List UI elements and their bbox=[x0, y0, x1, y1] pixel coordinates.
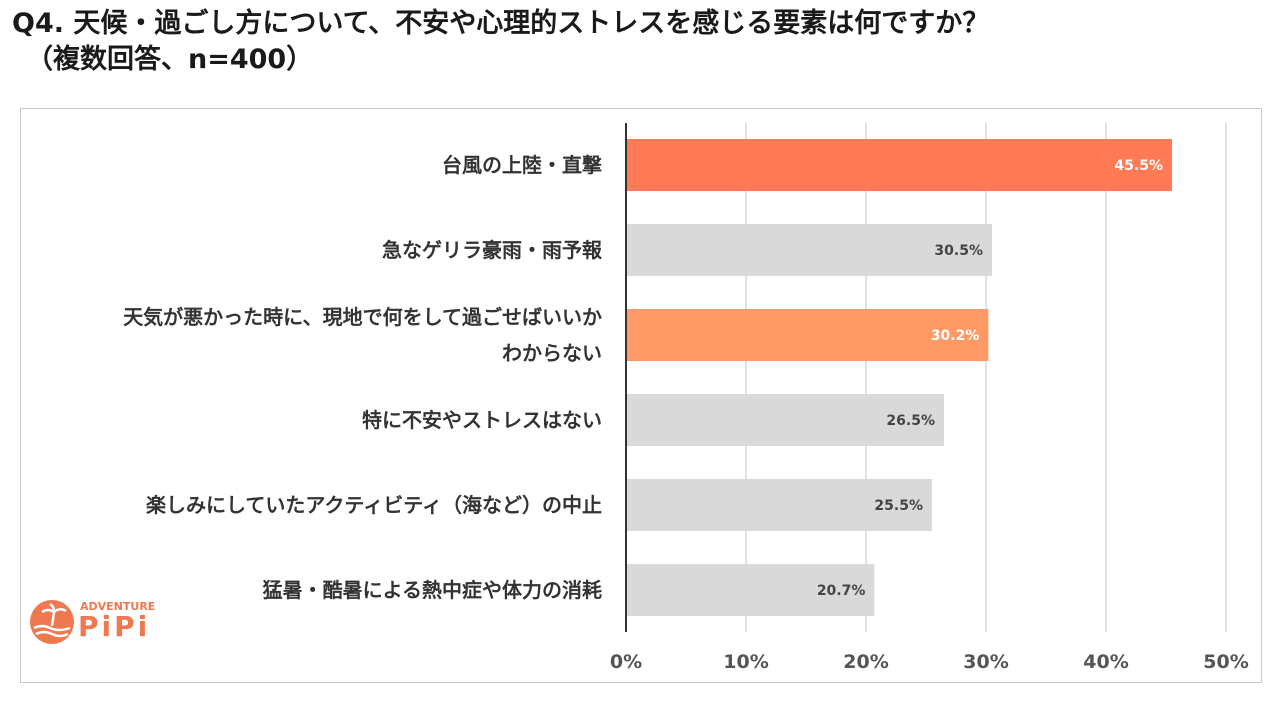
bar bbox=[626, 309, 989, 361]
data-label: 25.5% bbox=[874, 498, 923, 514]
chart-title-line1: Q4. 天候・過ごし方について、不安や心理的ストレスを感じる要素は何ですか？ bbox=[12, 8, 990, 39]
chart-frame bbox=[20, 108, 1262, 683]
bar bbox=[626, 564, 875, 616]
x-tick-label: 0% bbox=[610, 651, 642, 673]
category-label: 猛暑・酷暑による熱中症や体力の消耗 bbox=[262, 578, 602, 602]
chart-title-line2: （複数回答、n=400） bbox=[26, 44, 314, 75]
category-label: 特に不安やストレスはない bbox=[362, 408, 602, 432]
data-label: 30.5% bbox=[934, 243, 983, 259]
data-label: 20.7% bbox=[817, 583, 866, 599]
adventure-pipi-logo: ADVENTURE PiPi bbox=[28, 598, 156, 650]
data-label: 26.5% bbox=[886, 413, 935, 429]
x-tick-label: 40% bbox=[1083, 651, 1128, 673]
x-tick-label: 20% bbox=[843, 651, 888, 673]
bar bbox=[626, 139, 1172, 191]
data-label: 45.5% bbox=[1114, 158, 1163, 174]
bar bbox=[626, 224, 992, 276]
logo-text-bottom: PiPi bbox=[78, 610, 151, 643]
category-label: 台風の上陸・直撃 bbox=[442, 153, 602, 177]
chart-title: Q4. 天候・過ごし方について、不安や心理的ストレスを感じる要素は何ですか？ （… bbox=[12, 6, 989, 78]
bar bbox=[626, 479, 932, 531]
x-tick-label: 10% bbox=[723, 651, 768, 673]
palm-island-icon bbox=[30, 600, 74, 644]
category-label: 天気が悪かった時に、現地で何をして過ごせばいいか わからない bbox=[123, 305, 602, 365]
logo-text-top: ADVENTURE bbox=[80, 600, 156, 613]
category-label: 楽しみにしていたアクティビティ（海など）の中止 bbox=[146, 493, 602, 517]
x-tick-label: 30% bbox=[963, 651, 1008, 673]
category-label: 急なゲリラ豪雨・雨予報 bbox=[382, 238, 602, 262]
x-tick-label: 50% bbox=[1203, 651, 1248, 673]
bar bbox=[626, 394, 944, 446]
data-label: 30.2% bbox=[931, 328, 980, 344]
